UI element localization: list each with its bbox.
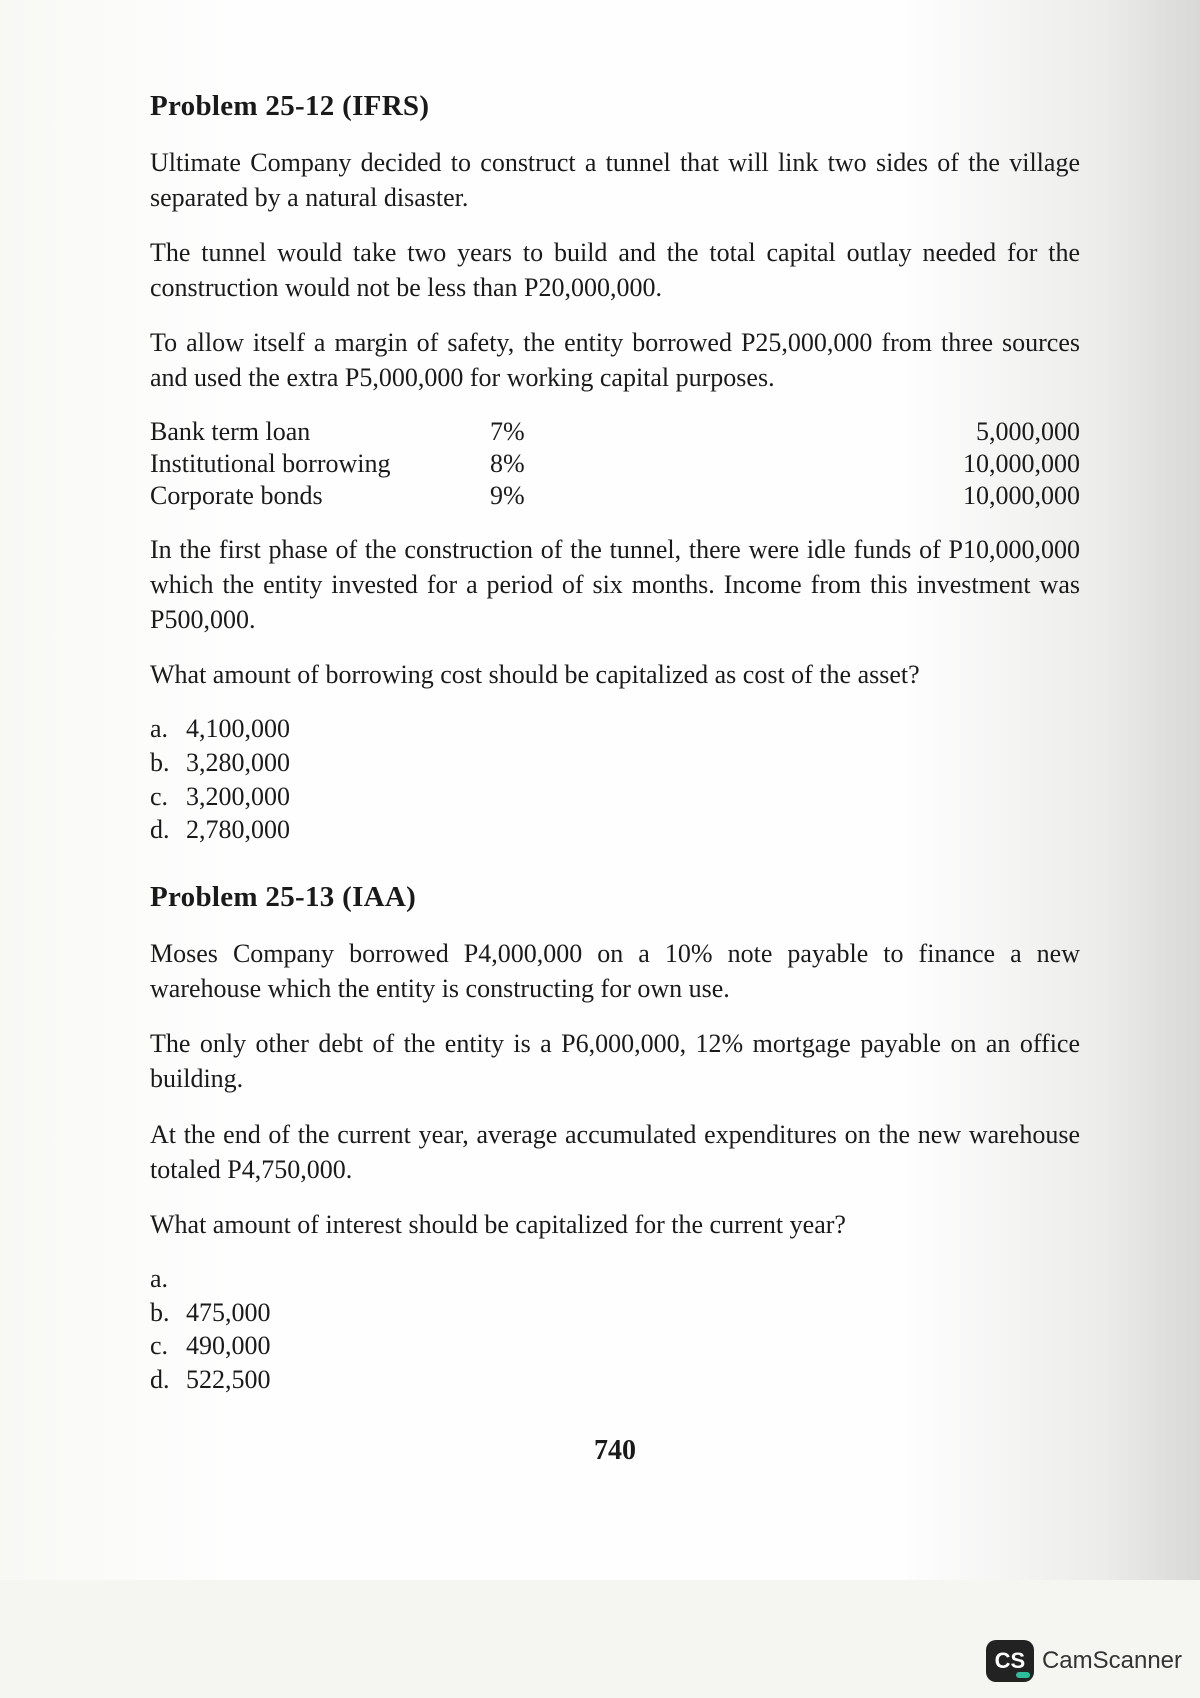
loan-label: Bank term loan: [150, 416, 490, 448]
option-letter: c.: [150, 1329, 186, 1363]
option-row: c.3,200,000: [150, 780, 1080, 814]
problem-1-paragraph: To allow itself a margin of safety, the …: [150, 325, 1080, 395]
problem-2-title: Problem 25-13 (IAA): [150, 881, 1080, 914]
problem-2-options: a. b.475,000 c.490,000 d.522,500: [150, 1262, 1080, 1397]
problem-2-paragraph: Moses Company borrowed P4,000,000 on a 1…: [150, 936, 1080, 1006]
problem-1-title: Problem 25-12 (IFRS): [150, 90, 1080, 123]
option-value: 490,000: [186, 1331, 271, 1360]
option-row: a.: [150, 1262, 1080, 1296]
loan-amount: 10,000,000: [590, 448, 1080, 480]
option-value: 4,100,000: [186, 714, 290, 743]
option-row: b.3,280,000: [150, 746, 1080, 780]
loan-label: Institutional borrowing: [150, 448, 490, 480]
option-letter: d.: [150, 1363, 186, 1397]
option-letter: d.: [150, 813, 186, 847]
option-row: c.490,000: [150, 1329, 1080, 1363]
camscanner-badge-icon: CS: [986, 1640, 1034, 1682]
document-page: Problem 25-12 (IFRS) Ultimate Company de…: [0, 0, 1200, 1580]
problem-1-paragraph: In the first phase of the construction o…: [150, 532, 1080, 637]
loan-table: Bank term loan 7% 5,000,000 Institutiona…: [150, 416, 1080, 512]
table-row: Corporate bonds 9% 10,000,000: [150, 480, 1080, 512]
table-row: Bank term loan 7% 5,000,000: [150, 416, 1080, 448]
loan-rate: 8%: [490, 448, 590, 480]
table-row: Institutional borrowing 8% 10,000,000: [150, 448, 1080, 480]
loan-rate: 9%: [490, 480, 590, 512]
camscanner-label: CamScanner: [1042, 1647, 1182, 1675]
option-letter: b.: [150, 746, 186, 780]
loan-label: Corporate bonds: [150, 480, 490, 512]
page-number: 740: [150, 1435, 1080, 1467]
loan-rate: 7%: [490, 416, 590, 448]
option-value: 522,500: [186, 1365, 271, 1394]
problem-1-question: What amount of borrowing cost should be …: [150, 657, 1080, 692]
camscanner-watermark: CS CamScanner: [986, 1640, 1182, 1682]
option-letter: b.: [150, 1296, 186, 1330]
loan-amount: 5,000,000: [590, 416, 1080, 448]
option-row: a.4,100,000: [150, 712, 1080, 746]
option-value: 3,200,000: [186, 782, 290, 811]
problem-2-paragraph: At the end of the current year, average …: [150, 1117, 1080, 1187]
option-letter: c.: [150, 780, 186, 814]
option-letter: a.: [150, 712, 186, 746]
option-letter: a.: [150, 1262, 186, 1296]
option-row: b.475,000: [150, 1296, 1080, 1330]
option-row: d.2,780,000: [150, 813, 1080, 847]
option-value: 3,280,000: [186, 748, 290, 777]
loan-amount: 10,000,000: [590, 480, 1080, 512]
option-value: 475,000: [186, 1298, 271, 1327]
problem-2-paragraph: The only other debt of the entity is a P…: [150, 1026, 1080, 1096]
problem-1-paragraph: Ultimate Company decided to construct a …: [150, 145, 1080, 215]
option-value: 2,780,000: [186, 815, 290, 844]
option-row: d.522,500: [150, 1363, 1080, 1397]
problem-2-question: What amount of interest should be capita…: [150, 1207, 1080, 1242]
problem-1-paragraph: The tunnel would take two years to build…: [150, 235, 1080, 305]
problem-1-options: a.4,100,000 b.3,280,000 c.3,200,000 d.2,…: [150, 712, 1080, 847]
